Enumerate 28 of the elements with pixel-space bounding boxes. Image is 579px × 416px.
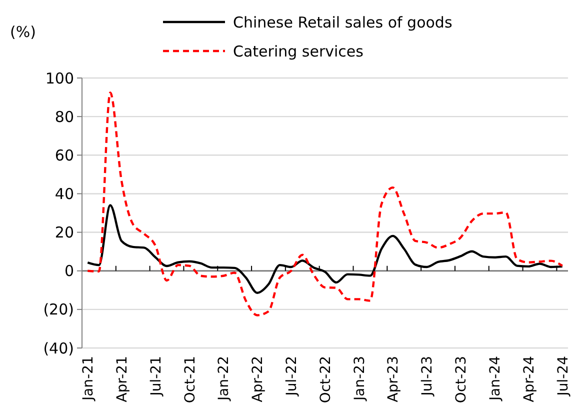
line-series [86, 92, 564, 316]
y-tick-label: 20 [54, 224, 74, 242]
x-tick-label: Jan-21 [80, 356, 97, 402]
legend-label: Chinese Retail sales of goods [233, 13, 452, 32]
y-tick-label: 100 [45, 69, 74, 88]
x-tick-label: Oct-21 [182, 356, 198, 404]
y-tick-label: 0 [64, 262, 74, 280]
y-axis-title: (%) [10, 23, 36, 41]
x-tick-label: Apr-24 [521, 356, 538, 402]
legend-label: Catering services [233, 42, 364, 60]
x-tick-label: Jul-24 [555, 356, 572, 397]
x-tick-label: Jan-23 [352, 356, 368, 402]
x-tick-label: Jul-23 [420, 356, 436, 397]
x-tick-label: Jul-22 [284, 356, 300, 397]
y-tick-label: 40 [54, 184, 74, 203]
x-tick-label: Oct-23 [454, 356, 470, 404]
y-tick-label: 60 [54, 146, 74, 164]
line-series [86, 204, 564, 294]
y-tick-label: (40) [43, 339, 74, 358]
x-tick-label: Apr-23 [386, 356, 402, 402]
x-tick-label: Jan-22 [216, 356, 232, 402]
x-tick-label: Jan-24 [487, 356, 504, 402]
x-tick-label: Apr-21 [114, 356, 130, 402]
x-tick-label: Oct-22 [318, 356, 334, 404]
y-tick-label: 80 [54, 108, 74, 126]
y-tick-label: (20) [43, 300, 74, 319]
x-tick-label: Apr-22 [250, 356, 266, 402]
x-tick-label: Jul-21 [148, 356, 164, 397]
